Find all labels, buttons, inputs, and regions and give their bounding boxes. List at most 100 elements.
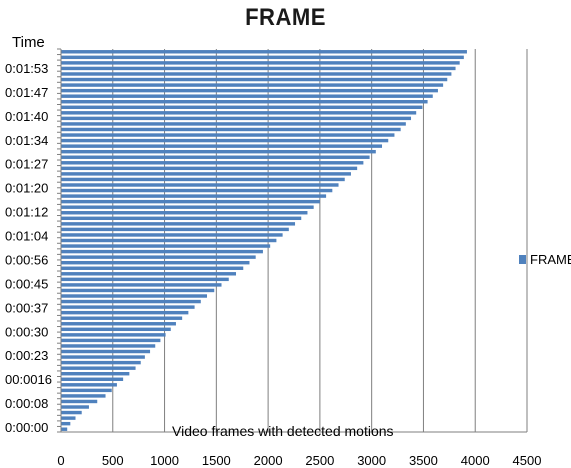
x-tick-label: 500 (102, 453, 124, 468)
y-tick-label: 0:00:45 (5, 276, 48, 291)
bar (61, 127, 401, 132)
bar (61, 305, 195, 309)
y-tick-label: 0:00:00 (5, 420, 48, 435)
y-tick-label: 00:0016 (5, 372, 52, 387)
bar-series (61, 50, 467, 431)
bar (61, 383, 117, 387)
y-tick-label: 0:01:40 (5, 109, 48, 124)
x-tick-label: 2000 (254, 453, 283, 468)
chart-title: FRAME (245, 4, 326, 31)
bar (61, 122, 406, 126)
bar (61, 355, 145, 359)
bar (61, 327, 171, 332)
bar (61, 283, 222, 287)
bar (61, 155, 370, 159)
y-axis-title: Time (12, 34, 45, 51)
bar (61, 144, 383, 148)
x-tick-label: 1000 (150, 453, 179, 468)
bar (61, 133, 395, 137)
bar (61, 100, 428, 104)
y-tick-labels: 0:00:00 0:00:08 00:0016 0:00:23 0:00:30 0:00:… (5, 61, 52, 435)
y-tick-label: 0:01:12 (5, 205, 48, 220)
y-tick-label: 0:00:23 (5, 348, 48, 363)
bar (61, 233, 283, 237)
bar (61, 405, 89, 409)
bar (61, 111, 417, 115)
bar (61, 260, 250, 265)
bar (61, 272, 237, 276)
legend-swatch (519, 255, 526, 264)
bar (61, 194, 327, 198)
bar (61, 77, 448, 82)
bar (61, 227, 289, 232)
bar (61, 266, 244, 270)
x-tick-label: 3500 (409, 453, 438, 468)
bar (61, 238, 277, 243)
axes (57, 48, 527, 433)
bar (61, 244, 271, 248)
y-tick-label: 0:01:20 (5, 181, 48, 196)
legend-label: FRAME (530, 252, 571, 267)
bar (61, 172, 351, 176)
bar (61, 277, 229, 282)
bar (61, 188, 333, 193)
x-tick-label: 0 (57, 453, 64, 468)
y-tick-label: 0:00:30 (5, 324, 48, 339)
bar (61, 427, 68, 431)
bar (61, 410, 82, 415)
bar (61, 72, 452, 76)
bar (61, 421, 71, 426)
bar (61, 205, 314, 209)
x-axis-title: Video frames with detected motions (172, 423, 394, 439)
bar (61, 61, 460, 65)
bar (61, 366, 136, 370)
bar (61, 394, 106, 398)
y-tick-label: 0:01:27 (5, 157, 48, 172)
bar (61, 322, 176, 326)
bar (61, 249, 263, 254)
x-tick-label: 2500 (305, 453, 334, 468)
x-tick-label: 4500 (513, 453, 542, 468)
bar (61, 299, 201, 304)
bar (61, 399, 98, 404)
x-tick-labels: 0 500 1000 1500 2000 2500 3000 3500 4000 4500 (57, 453, 541, 468)
bar (61, 388, 112, 393)
y-tick-label: 0:00:08 (5, 396, 48, 411)
bar (61, 222, 296, 226)
bar (61, 66, 456, 71)
bar (61, 255, 256, 259)
y-tick-label: 0:00:37 (5, 300, 48, 315)
bar (61, 211, 308, 215)
x-tick-label: 3000 (357, 453, 386, 468)
y-tick-label: 0:01:47 (5, 85, 48, 100)
y-tick-label: 0:01:53 (5, 61, 48, 76)
bar (61, 349, 151, 354)
bar (61, 94, 433, 98)
x-tick-label: 4000 (461, 453, 490, 468)
bar (61, 83, 444, 87)
bar (61, 183, 339, 187)
bar (61, 294, 208, 298)
bar (61, 88, 438, 93)
bar (61, 216, 302, 221)
bar (61, 360, 141, 365)
bar (61, 177, 345, 182)
bar (61, 105, 423, 109)
bar (61, 372, 130, 376)
y-tick-label: 0:01:04 (5, 229, 48, 244)
bar (61, 50, 467, 54)
bar (61, 138, 389, 143)
bar (61, 55, 464, 60)
bar (61, 310, 189, 315)
bar (61, 333, 166, 337)
bar (61, 377, 124, 381)
bar (61, 344, 156, 348)
bar (61, 199, 320, 204)
legend: FRAME (519, 252, 571, 267)
bar (61, 416, 76, 420)
bar (61, 166, 358, 171)
y-tick-label: 0:01:34 (5, 133, 48, 148)
bar (61, 288, 215, 293)
